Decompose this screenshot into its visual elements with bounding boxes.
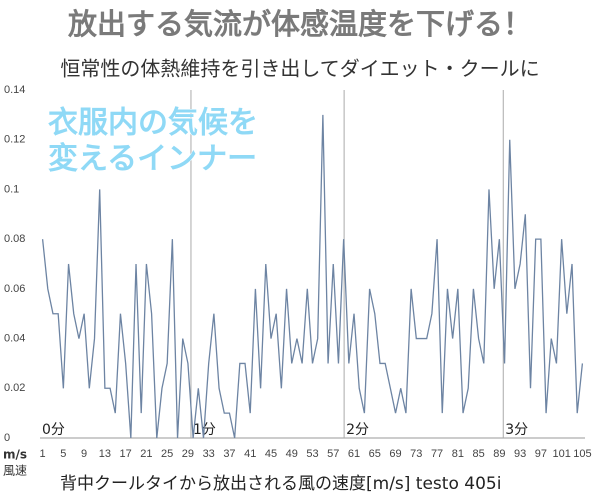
series-line (41, 114, 584, 439)
y-tick-label: 0.08 (4, 233, 25, 245)
x-tick-label: 37 (223, 448, 235, 460)
x-tick-label: 73 (410, 448, 422, 460)
x-tick-label: 33 (203, 448, 215, 460)
x-tick-label: 97 (535, 448, 547, 460)
x-tick-label: 41 (244, 448, 256, 460)
x-tick-label: 25 (161, 448, 173, 460)
x-tick-label: 77 (431, 448, 443, 460)
x-tick-label: 45 (265, 448, 277, 460)
x-tick-label: 85 (472, 448, 484, 460)
minute-label: 2分 (346, 422, 369, 438)
y-tick-label: 0.14 (4, 84, 25, 96)
annotation: 変えるインナー (48, 142, 257, 177)
x-tick-label: 89 (493, 448, 505, 460)
y-tick-label: 0.02 (4, 382, 25, 394)
x-tick-label: 5 (60, 448, 66, 460)
annotation: 衣服内の気候を (48, 106, 258, 141)
y-tick-label: 0.1 (4, 183, 19, 195)
chart-title: 放出する気流が体感温度を下げる！ (67, 7, 532, 41)
x-tick-label: 69 (389, 448, 401, 460)
x-tick-label: 53 (306, 448, 318, 460)
x-tick-label: 21 (140, 448, 152, 460)
y-tick-label: 0 (4, 432, 10, 444)
y-tick-label: 0.06 (4, 283, 25, 295)
x-tick-label: 49 (286, 448, 298, 460)
x-tick-label: 57 (327, 448, 339, 460)
x-tick-label: 105 (573, 448, 591, 460)
x-tick-label: 13 (99, 448, 111, 460)
y-tick-label: 0.04 (4, 332, 25, 344)
x-tick-label: 1 (40, 448, 46, 460)
x-tick-label: 93 (514, 448, 526, 460)
x-tick-label: 9 (81, 448, 87, 460)
x-tick-label: 81 (452, 448, 464, 460)
x-tick-label: 65 (369, 448, 381, 460)
x-tick-label: 29 (182, 448, 194, 460)
minute-label: 3分 (505, 422, 528, 438)
y-unit: 風速 (3, 464, 27, 478)
x-tick-label: 17 (120, 448, 132, 460)
minute-label: 0分 (42, 422, 65, 438)
x-axis-label: 背中クールタイから放出される風の速度[m/s] testo 405i (60, 474, 501, 494)
x-tick-label: 101 (552, 448, 570, 460)
y-unit: m/s (3, 448, 27, 462)
chart-subtitle: 恒常性の体熱維持を引き出してダイエット・クールに (60, 57, 539, 81)
y-tick-label: 0.12 (4, 134, 25, 146)
x-tick-label: 61 (348, 448, 360, 460)
